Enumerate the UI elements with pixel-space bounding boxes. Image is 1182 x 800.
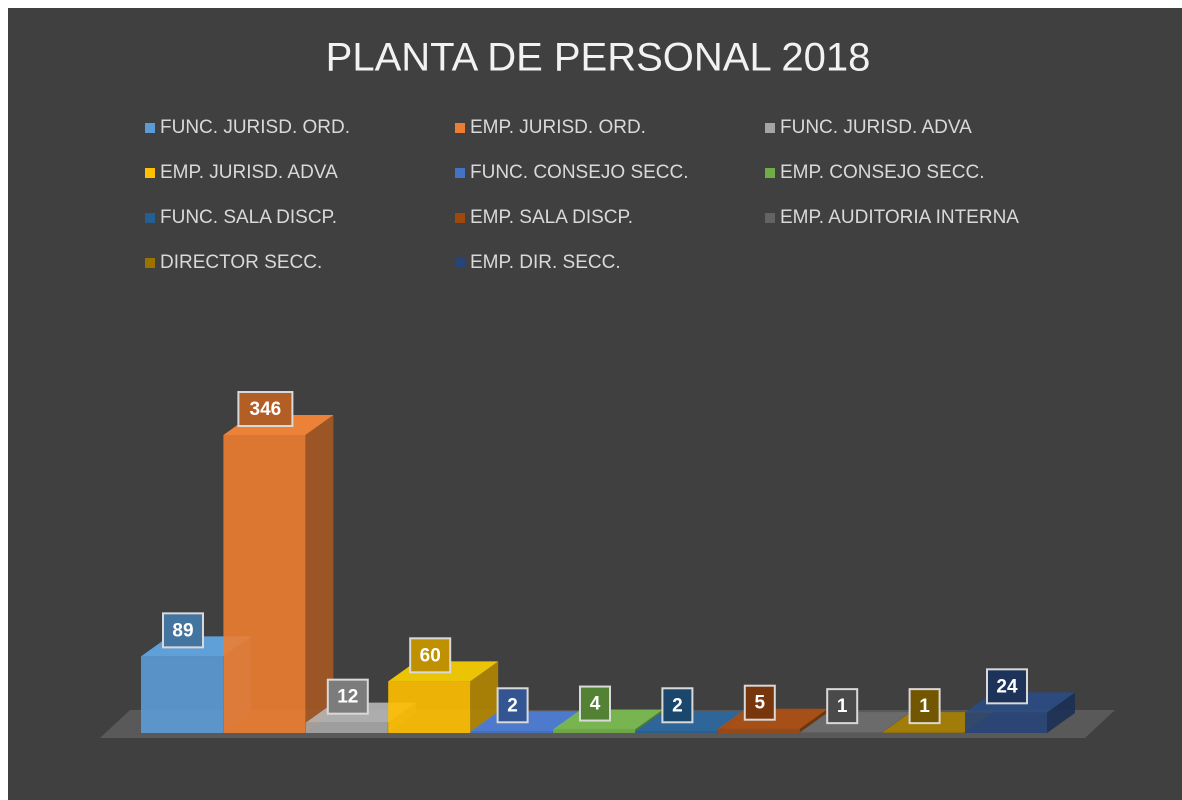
bar bbox=[388, 681, 471, 733]
data-label-box bbox=[908, 688, 941, 725]
legend-swatch bbox=[455, 213, 465, 223]
bar bbox=[717, 728, 800, 733]
legend-label: DIRECTOR SECC. bbox=[160, 252, 322, 273]
bar-side bbox=[1047, 692, 1075, 733]
data-label-box bbox=[661, 687, 694, 724]
data-label-box bbox=[326, 678, 369, 715]
data-label: 5 bbox=[755, 693, 766, 714]
legend-label: FUNC. SALA DISCP. bbox=[160, 207, 337, 228]
legend-label: FUNC. JURISD. ADVA bbox=[780, 117, 972, 138]
chart-title: PLANTA DE PERSONAL 2018 bbox=[326, 36, 871, 80]
legend-label: EMP. SALA DISCP. bbox=[470, 207, 633, 228]
data-label: 1 bbox=[837, 696, 848, 717]
bar bbox=[141, 656, 223, 733]
data-label-box bbox=[162, 612, 204, 649]
data-label-box bbox=[579, 685, 611, 722]
data-label-box bbox=[743, 684, 776, 721]
legend-swatch bbox=[455, 123, 465, 133]
bar bbox=[882, 732, 965, 733]
data-label: 2 bbox=[672, 695, 683, 716]
legend-swatch bbox=[145, 168, 155, 178]
legend-label: EMP. AUDITORIA INTERNA bbox=[780, 207, 1019, 228]
data-label-box bbox=[409, 637, 452, 674]
data-label-box bbox=[496, 687, 529, 724]
legend-swatch bbox=[765, 213, 775, 223]
bar bbox=[800, 732, 883, 733]
data-label: 2 bbox=[507, 695, 518, 716]
data-label-box bbox=[237, 391, 294, 427]
bar bbox=[305, 722, 388, 733]
bar bbox=[470, 731, 553, 733]
legend-label: FUNC. CONSEJO SECC. bbox=[470, 162, 689, 183]
legend-swatch bbox=[145, 258, 155, 268]
legend-label: EMP. CONSEJO SECC. bbox=[780, 162, 984, 183]
legend-label: EMP. JURISD. ADVA bbox=[160, 162, 338, 183]
data-label: 24 bbox=[996, 676, 1018, 697]
legend-swatch bbox=[145, 213, 155, 223]
legend-swatch bbox=[765, 168, 775, 178]
data-label: 346 bbox=[250, 399, 282, 420]
data-label: 60 bbox=[420, 645, 441, 666]
legend-swatch bbox=[145, 123, 155, 133]
bar bbox=[965, 712, 1047, 733]
legend-swatch bbox=[765, 123, 775, 133]
bar bbox=[223, 435, 306, 733]
bar bbox=[635, 731, 718, 733]
legend-swatch bbox=[455, 258, 465, 268]
legend-label: EMP. JURISD. ORD. bbox=[470, 117, 646, 138]
bar bbox=[553, 729, 635, 733]
data-label: 89 bbox=[172, 620, 193, 641]
data-label: 1 bbox=[919, 696, 930, 717]
data-label: 4 bbox=[590, 694, 601, 715]
legend-label: EMP. DIR. SECC. bbox=[470, 252, 621, 273]
legend-label: FUNC. JURISD. ORD. bbox=[160, 117, 350, 138]
data-label-box bbox=[986, 668, 1028, 705]
bar-side bbox=[799, 708, 828, 733]
legend-swatch bbox=[455, 168, 465, 178]
data-label: 12 bbox=[337, 687, 358, 708]
data-label-box bbox=[826, 688, 859, 725]
bar-side bbox=[470, 661, 499, 733]
bar-side bbox=[305, 415, 334, 733]
